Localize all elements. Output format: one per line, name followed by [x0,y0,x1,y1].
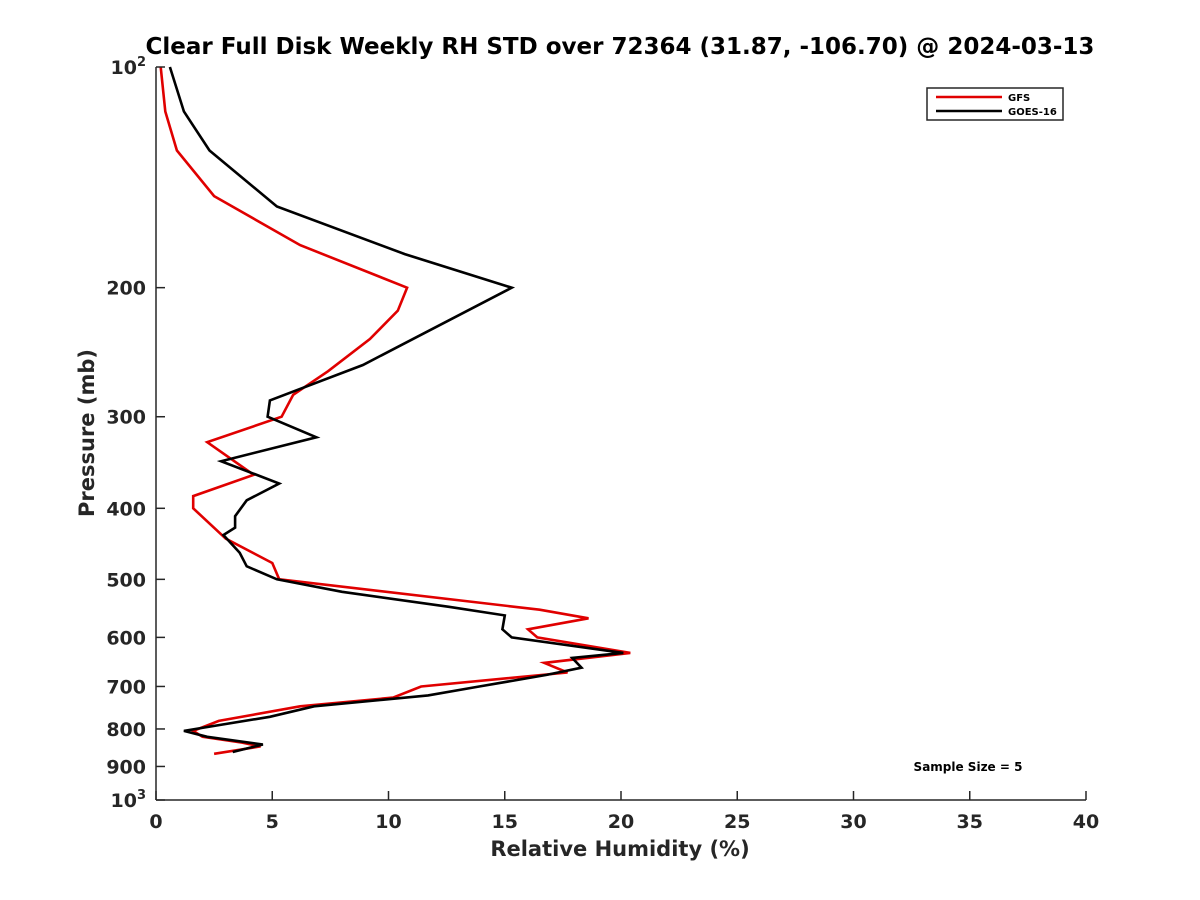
legend-label-gfs: GFS [1008,93,1030,104]
sample-size-annotation: Sample Size = 5 [914,760,1023,774]
y-axis-ticks: 102 200 300 400 500 600 700 800 900 103 [106,55,165,812]
y-tick-label: 500 [106,569,146,591]
x-tick-label: 25 [724,811,750,833]
axes [155,67,1086,801]
y-tick-label: 600 [106,627,146,649]
x-axis-label: Relative Humidity (%) [490,837,749,861]
plot-lines [159,66,631,756]
legend-box [926,87,1064,121]
legend: GFS GOES-16 [926,87,1064,121]
y-tick-label-power: 102 [111,55,147,79]
x-tick-label: 35 [957,811,983,833]
x-tick-label: 10 [375,811,401,833]
series-line-goes16 [168,66,624,754]
x-axis-ticks: 0 5 10 15 20 25 30 35 40 [149,791,1099,833]
y-tick-label: 200 [106,278,146,300]
chart-title: Clear Full Disk Weekly RH STD over 72364… [146,34,1095,60]
y-tick-label: 400 [106,498,146,520]
x-tick-label: 30 [840,811,866,833]
series-line-gfs [159,66,631,756]
x-tick-label: 20 [608,811,634,833]
y-tick-label: 800 [106,719,146,741]
x-tick-label: 5 [266,811,279,833]
y-tick-label: 900 [106,756,146,778]
y-tick-label: 300 [106,407,146,429]
y-tick-label-power: 103 [111,788,147,812]
legend-label-goes16: GOES-16 [1008,107,1057,118]
x-tick-label: 15 [492,811,518,833]
x-tick-label: 0 [149,811,162,833]
y-tick-label: 700 [106,676,146,698]
y-axis-label: Pressure (mb) [75,349,99,517]
x-tick-label: 40 [1073,811,1099,833]
